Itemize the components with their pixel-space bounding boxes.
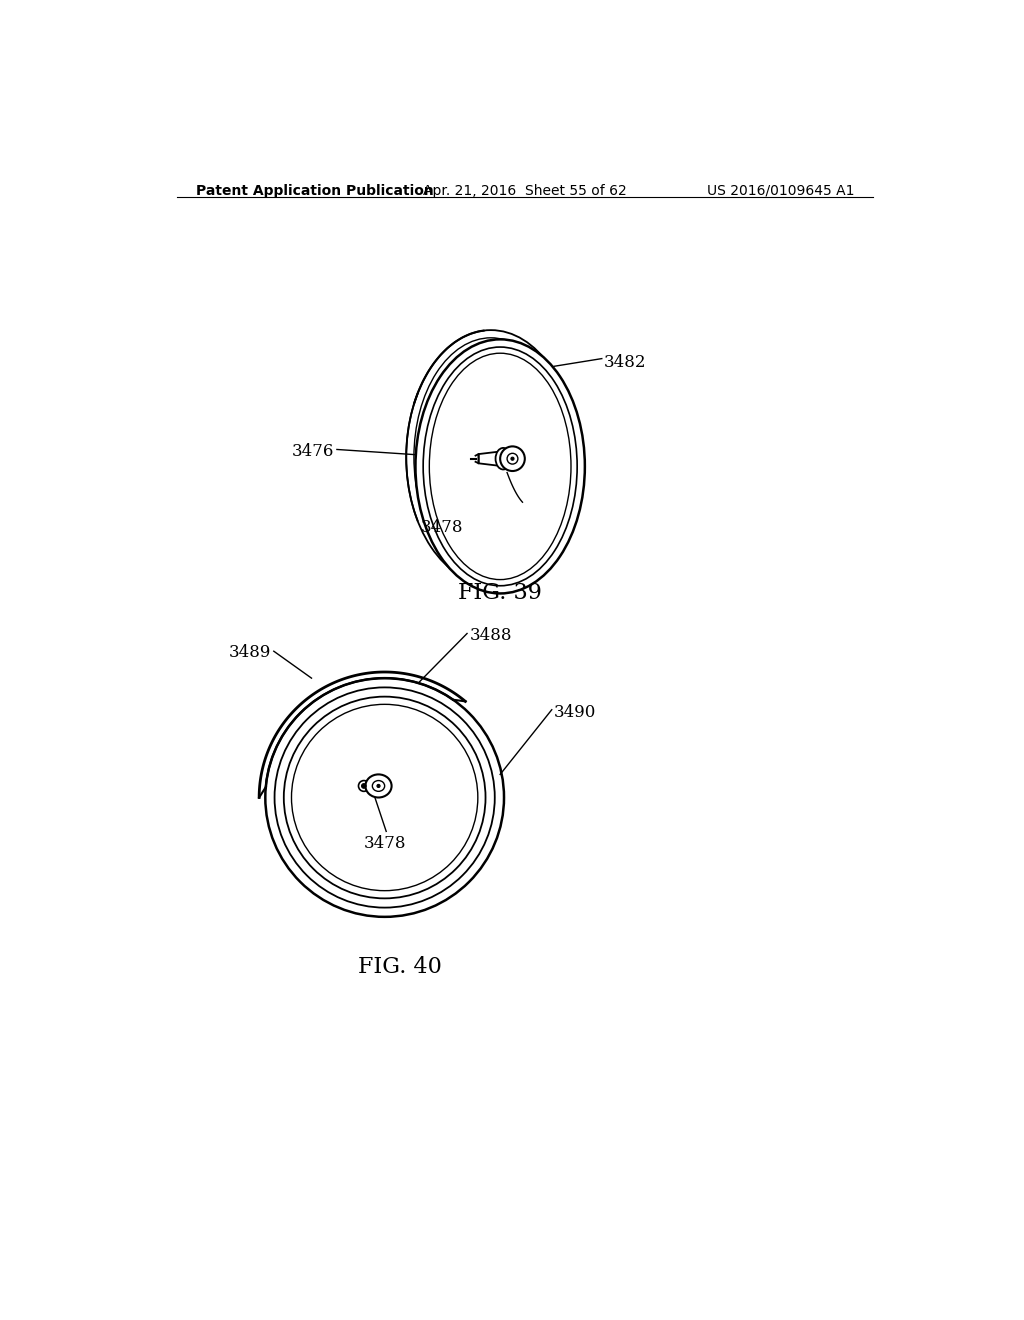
Ellipse shape	[373, 780, 385, 792]
Text: Patent Application Publication: Patent Application Publication	[196, 183, 434, 198]
Text: 3478: 3478	[364, 836, 406, 853]
Ellipse shape	[377, 784, 380, 788]
Text: Apr. 21, 2016  Sheet 55 of 62: Apr. 21, 2016 Sheet 55 of 62	[423, 183, 627, 198]
Text: FIG. 39: FIG. 39	[458, 582, 542, 605]
Text: 3482: 3482	[604, 354, 646, 371]
Ellipse shape	[265, 678, 504, 917]
Polygon shape	[478, 451, 498, 466]
Ellipse shape	[407, 330, 575, 585]
Ellipse shape	[511, 457, 514, 461]
Ellipse shape	[358, 780, 370, 792]
Ellipse shape	[361, 784, 367, 788]
Text: 3476: 3476	[292, 442, 335, 459]
Ellipse shape	[507, 453, 518, 465]
Text: US 2016/0109645 A1: US 2016/0109645 A1	[707, 183, 854, 198]
Ellipse shape	[500, 446, 525, 471]
Text: FIG. 40: FIG. 40	[358, 956, 442, 978]
Text: 3488: 3488	[469, 627, 512, 644]
Text: 3490: 3490	[554, 705, 596, 721]
Ellipse shape	[366, 775, 391, 797]
Text: 3489: 3489	[229, 644, 271, 661]
Text: 3478: 3478	[421, 520, 464, 536]
Ellipse shape	[416, 339, 585, 594]
Ellipse shape	[496, 447, 511, 470]
